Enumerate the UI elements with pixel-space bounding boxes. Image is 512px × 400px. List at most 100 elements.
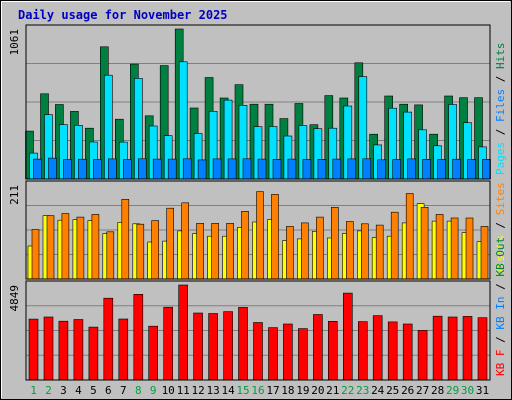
x-tick-label: 17	[266, 384, 279, 397]
legend-part: Files	[494, 89, 507, 122]
bar-sites	[316, 216, 324, 280]
bar-kb-f	[447, 316, 458, 381]
bar-kb-f	[327, 320, 338, 381]
bar-kb-f	[133, 293, 144, 381]
bar-sites	[345, 221, 354, 280]
bar-sites	[301, 222, 309, 280]
bar-sites	[256, 191, 264, 280]
y-max-label: 4849	[8, 285, 21, 312]
x-tick-label: 19	[296, 384, 309, 397]
x-tick-label: 12	[191, 384, 204, 397]
bar-kb-f	[103, 297, 114, 381]
bar-pages	[182, 158, 192, 180]
x-tick-label: 1	[30, 384, 37, 397]
series-legend: Pages / Files / Hits	[494, 43, 507, 176]
bar-pages	[108, 158, 117, 180]
bar-sites	[375, 224, 384, 280]
bar-sites	[405, 193, 414, 280]
bar-kb-f	[283, 323, 293, 381]
x-tick-label: 3	[60, 384, 67, 397]
bar-kb-f	[387, 321, 398, 381]
x-tick-label: 30	[461, 384, 474, 397]
legend-part: /	[494, 330, 507, 350]
bar-pages	[227, 158, 237, 180]
series-legend: KB F / KB In / KB Out	[494, 237, 507, 376]
bar-kb-f	[313, 314, 323, 381]
bar-pages	[93, 159, 102, 180]
bar-sites	[271, 194, 279, 280]
legend-part: Hits	[494, 43, 507, 70]
x-tick-label: 13	[206, 384, 219, 397]
bar-sites	[166, 207, 174, 280]
bar-sites	[196, 223, 204, 280]
bar-pages	[197, 159, 207, 180]
bar-sites	[106, 231, 115, 280]
x-tick-label: 2	[45, 384, 52, 397]
bar-pages	[257, 158, 267, 180]
x-tick-label: 28	[431, 384, 444, 397]
bar-kb-f	[163, 306, 173, 381]
x-tick-label: 22	[341, 384, 354, 397]
bar-pages	[138, 158, 147, 180]
x-tick-label: 20	[311, 384, 324, 397]
bar-kb-f	[462, 316, 473, 381]
bar-kb-f	[28, 318, 39, 381]
bar-kb-f	[178, 284, 188, 381]
legend-part: Pages	[494, 142, 507, 175]
bar-pages	[452, 158, 461, 180]
x-tick-label: 6	[105, 384, 112, 397]
x-tick-label: 21	[326, 384, 339, 397]
bar-pages	[422, 159, 431, 180]
bar-sites	[211, 223, 219, 280]
bar-pages	[272, 159, 282, 180]
legend-part: /	[494, 69, 507, 89]
x-tick-label: 25	[386, 384, 399, 397]
bar-kb-f	[342, 292, 353, 381]
bar-pages	[78, 158, 87, 180]
bar-kb-f	[477, 317, 488, 381]
bar-kb-f	[208, 313, 218, 381]
bar-sites	[31, 229, 40, 280]
bar-pages	[347, 158, 357, 180]
legend-part: Visits	[494, 235, 507, 275]
legend-part: /	[494, 122, 507, 142]
bar-kb-f	[268, 327, 278, 381]
bar-sites	[286, 226, 294, 280]
bar-pages	[332, 158, 342, 180]
series-legend: Visits / Sites	[494, 182, 507, 275]
x-tick-label: 24	[371, 384, 385, 397]
bar-sites	[390, 211, 399, 280]
bar-kb-f	[118, 318, 129, 381]
bar-pages	[407, 158, 417, 180]
bar-kb-f	[372, 315, 383, 381]
legend-part: KB In	[494, 297, 507, 330]
x-tick-label: 11	[177, 384, 190, 397]
bar-kb-f	[357, 321, 368, 381]
bar-sites	[226, 223, 234, 280]
bar-kb-f	[223, 311, 233, 381]
bar-sites	[121, 199, 130, 280]
legend-part: KB Out	[494, 237, 507, 277]
chart-title: Daily usage for November 2025	[18, 8, 228, 22]
bar-sites	[330, 207, 339, 280]
panel-kbytes: 4849 KB F / KB In / KB Out	[8, 237, 507, 381]
x-tick-label: 7	[120, 384, 127, 397]
bar-pages	[467, 159, 476, 180]
bar-pages	[482, 159, 491, 180]
bar-kb-f	[238, 307, 248, 381]
x-tick-label: 26	[401, 384, 414, 397]
legend-part: KB F	[494, 350, 507, 377]
x-tick-label: 9	[150, 384, 157, 397]
bar-sites	[151, 220, 159, 280]
bar-pages	[287, 158, 297, 180]
y-max-label: 211	[8, 185, 21, 205]
bar-pages	[377, 159, 387, 180]
x-tick-label: 14	[221, 384, 235, 397]
bar-pages	[242, 158, 252, 180]
legend-part: /	[494, 277, 507, 297]
bar-pages	[167, 158, 177, 180]
bar-kb-f	[88, 326, 99, 381]
bar-kb-f	[193, 312, 203, 381]
